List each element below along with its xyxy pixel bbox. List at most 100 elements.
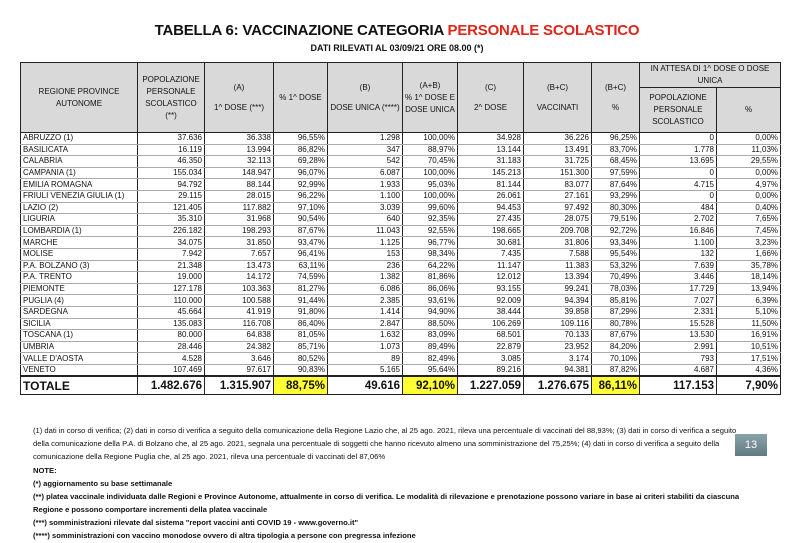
header-label: % 1^ DOSE E DOSE UNICA: [405, 92, 455, 114]
header-vaccinati: (B+C) VACCINATI: [523, 62, 592, 133]
value-cell: 91,80%: [273, 306, 328, 319]
table-row: LIGURIA 35.310 31.968 90,54% 640 92,35% 27.435…: [20, 213, 782, 226]
table-row: UMBRIA 28.446 24.382 85,71% 1.073 89,49% 22.87…: [20, 341, 782, 354]
value-cell: 19.000: [137, 271, 205, 284]
table-row: LOMBARDIA (1) 226.182 198.293 87,67% 11.043 9…: [20, 225, 782, 238]
value-cell: 88,75%: [273, 375, 328, 396]
value-cell: 7,90%: [715, 375, 782, 396]
value-cell: 110.000: [137, 294, 205, 307]
value-cell: 100.588: [204, 294, 274, 307]
table-row: TOSCANA (1) 80.000 64.838 81,05% 1.632 83,09%…: [20, 329, 782, 342]
value-cell: 7.027: [639, 294, 717, 307]
value-cell: 28.015: [204, 190, 274, 203]
note-item: (***) somministrazioni rilevate dal sist…: [33, 518, 359, 527]
value-cell: 7.588: [523, 248, 592, 261]
value-cell: 87,29%: [591, 306, 640, 319]
value-cell: 80,52%: [273, 352, 328, 365]
value-cell: 106.269: [457, 318, 524, 331]
value-cell: 95,54%: [591, 248, 640, 261]
header-label: %: [611, 102, 620, 112]
region-cell: LOMBARDIA (1): [20, 225, 138, 238]
value-cell: 82,49%: [402, 352, 458, 365]
value-cell: 209.708: [523, 225, 592, 238]
value-cell: 79,51%: [591, 213, 640, 226]
value-cell: 27.435: [457, 213, 524, 226]
value-cell: 100,00%: [402, 190, 458, 203]
value-cell: 32.113: [204, 155, 274, 168]
value-cell: 87,67%: [273, 225, 328, 238]
value-cell: 3.039: [327, 202, 403, 215]
value-cell: 0: [639, 190, 717, 203]
value-cell: 117.153: [639, 375, 717, 396]
value-cell: 93,29%: [591, 190, 640, 203]
notes-title: NOTE:: [33, 466, 57, 475]
value-cell: 80.000: [137, 329, 205, 342]
value-cell: 11,50%: [715, 318, 782, 331]
value-cell: 236: [327, 260, 403, 273]
value-cell: 6.086: [327, 283, 403, 296]
value-cell: 132: [639, 248, 717, 261]
value-cell: 484: [639, 202, 717, 215]
table-row: CALABRIA 46.350 32.113 69,28% 542 70,45% 31.18…: [20, 155, 782, 168]
value-cell: 97,59%: [591, 167, 640, 180]
value-cell: 27.161: [523, 190, 592, 203]
value-cell: 96,55%: [273, 132, 328, 145]
value-cell: 92,55%: [402, 225, 458, 238]
value-cell: 4.715: [639, 178, 717, 191]
value-cell: 1.125: [327, 236, 403, 249]
value-cell: 97.617: [204, 364, 274, 377]
value-cell: 39.858: [523, 306, 592, 319]
value-cell: 1.276.675: [523, 375, 592, 396]
value-cell: 17,51%: [715, 352, 782, 365]
value-cell: 68.501: [457, 329, 524, 342]
value-cell: 95,03%: [402, 178, 458, 191]
region-cell: P.A. BOLZANO (3): [20, 260, 138, 273]
value-cell: 94.381: [523, 364, 592, 377]
value-cell: 99,60%: [402, 202, 458, 215]
value-cell: 2.331: [639, 306, 717, 319]
header-tag: (A): [233, 82, 245, 92]
value-cell: 0,00%: [715, 190, 782, 203]
value-cell: 1.100: [327, 190, 403, 203]
value-cell: 94.453: [457, 202, 524, 215]
value-cell: 24.382: [204, 341, 274, 354]
table-row: VALLE D'AOSTA 4.528 3.646 80,52% 89 82,49% 3.0…: [20, 352, 782, 365]
value-cell: 1.073: [327, 341, 403, 354]
value-cell: 80,78%: [591, 318, 640, 331]
value-cell: 117.882: [204, 202, 274, 215]
value-cell: 2.991: [639, 341, 717, 354]
header-pct-ab: (A+B) % 1^ DOSE E DOSE UNICA: [402, 62, 458, 133]
value-cell: 96,25%: [591, 132, 640, 145]
header-tag: (B): [359, 82, 371, 92]
region-cell: VALLE D'AOSTA: [20, 352, 138, 365]
value-cell: 85,81%: [591, 294, 640, 307]
header-attesa-popolazione: POPOLAZIONE PERSONALE SCOLASTICO: [639, 87, 717, 133]
value-cell: 347: [327, 144, 403, 157]
header-prima-dose: (A) 1^ DOSE (***): [204, 62, 274, 133]
value-cell: 2.702: [639, 213, 717, 226]
value-cell: 92,35%: [402, 213, 458, 226]
value-cell: 96,77%: [402, 236, 458, 249]
value-cell: 22.879: [457, 341, 524, 354]
value-cell: 12.012: [457, 271, 524, 284]
value-cell: 21.348: [137, 260, 205, 273]
value-cell: 109.116: [523, 318, 592, 331]
note-item: (*) aggiornamento su base settimanale: [33, 479, 173, 488]
table-row: P.A. BOLZANO (3) 21.348 13.473 63,11% 236 64,…: [20, 260, 782, 273]
value-cell: 23.952: [523, 341, 592, 354]
table-row: PIEMONTE 127.178 103.363 81,27% 6.086 86,06% 9…: [20, 283, 782, 296]
value-cell: 18,14%: [715, 271, 782, 284]
header-dose-unica: (B) DOSE UNICA (****): [327, 62, 403, 133]
value-cell: 69,28%: [273, 155, 328, 168]
value-cell: 87,67%: [591, 329, 640, 342]
value-cell: 29.115: [137, 190, 205, 203]
value-cell: 640: [327, 213, 403, 226]
value-cell: 89.216: [457, 364, 524, 377]
value-cell: 85,71%: [273, 341, 328, 354]
value-cell: 7.435: [457, 248, 524, 261]
footnote: (1) dati in corso di verifica; (2) dati …: [33, 426, 737, 461]
value-cell: 0,00%: [715, 132, 782, 145]
value-cell: 2.847: [327, 318, 403, 331]
value-cell: 11.043: [327, 225, 403, 238]
value-cell: 127.178: [137, 283, 205, 296]
